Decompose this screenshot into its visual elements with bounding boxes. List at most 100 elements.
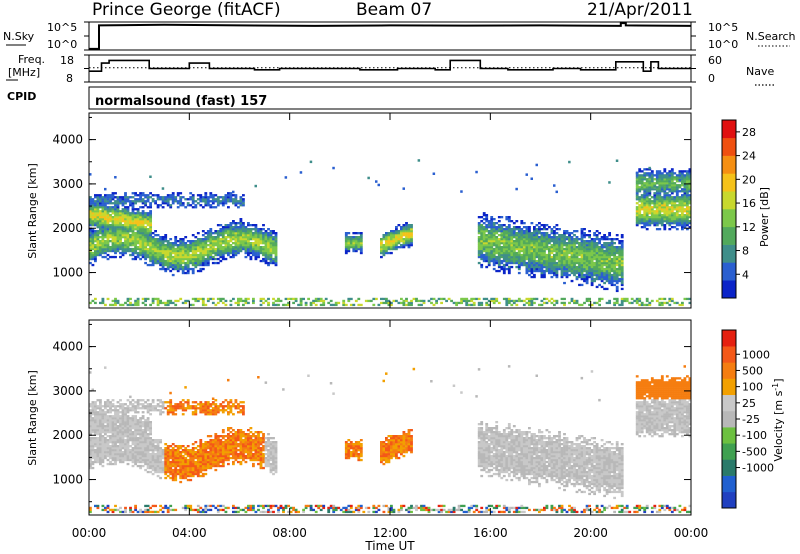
- echo-cell: [583, 228, 586, 231]
- echo-cell: [114, 216, 117, 219]
- echo-cell: [668, 196, 672, 199]
- echo-cell: [563, 271, 566, 275]
- echo-cell: [239, 246, 243, 249]
- echo-cell: [683, 174, 687, 177]
- echo-cell: [648, 180, 652, 183]
- echo-cell: [232, 194, 235, 197]
- echo-cell: [553, 226, 556, 229]
- echo-cell: [377, 183, 380, 187]
- echo-cell: [359, 247, 363, 251]
- echo-cell: [580, 259, 584, 263]
- echo-cell: [670, 190, 674, 193]
- echo-cell: [648, 188, 652, 191]
- echo-cell: [678, 220, 682, 223]
- echo-cell: [99, 232, 102, 235]
- echo-cell: [530, 238, 534, 241]
- echo-cell: [570, 269, 574, 273]
- echo-cell: [390, 240, 393, 243]
- echo-cell: [141, 405, 145, 408]
- echo-cell: [124, 301, 127, 305]
- echo-cell: [650, 202, 654, 205]
- echo-cell: [156, 194, 160, 197]
- echo-cell: [332, 166, 335, 170]
- echo-cell: [400, 297, 403, 301]
- echo-cell: [555, 265, 559, 269]
- echo-cell: [154, 240, 158, 243]
- echo-cell: [141, 216, 145, 219]
- echo-cell: [595, 263, 599, 267]
- echo-cell: [655, 228, 659, 231]
- echo-cell: [660, 218, 664, 221]
- echo-cell: [495, 226, 499, 229]
- echo-cell: [101, 415, 105, 418]
- echo-cell: [681, 172, 684, 175]
- echo-cell: [111, 443, 115, 446]
- echo-cell: [681, 198, 684, 201]
- echo-cell: [131, 244, 135, 247]
- echo-cell: [309, 303, 313, 307]
- echo-cell: [141, 431, 145, 434]
- echo-cell: [101, 198, 105, 201]
- echo-cell: [124, 409, 127, 412]
- echo-cell: [686, 218, 689, 221]
- echo-cell: [116, 451, 120, 454]
- echo-cell: [116, 419, 120, 422]
- echo-cell: [209, 297, 213, 301]
- echo-cell: [227, 253, 230, 257]
- echo-cell: [154, 249, 158, 253]
- echo-cell: [482, 247, 486, 251]
- echo-cell: [129, 429, 132, 432]
- echo-cell: [681, 204, 684, 207]
- echo-cell: [144, 453, 148, 456]
- echo-cell: [605, 251, 609, 255]
- echo-cell: [111, 220, 115, 223]
- echo-cell: [598, 265, 602, 269]
- echo-cell: [94, 411, 97, 414]
- echo-cell: [548, 261, 551, 265]
- echo-cell: [126, 454, 130, 458]
- echo-cell: [201, 263, 205, 267]
- echo-cell: [136, 437, 140, 440]
- echo-cell: [181, 259, 185, 263]
- echo-cell: [126, 200, 130, 203]
- echo-cell: [683, 194, 687, 197]
- echo-cell: [101, 464, 105, 468]
- echo-cell: [264, 236, 268, 239]
- echo-cell: [681, 176, 684, 179]
- echo-cell: [613, 301, 617, 305]
- echo-cell: [191, 244, 195, 247]
- echo-cell: [169, 263, 173, 267]
- echo-cell: [593, 249, 597, 253]
- echo-cell: [237, 251, 240, 255]
- echo-cell: [179, 251, 183, 255]
- echo-cell: [678, 204, 682, 207]
- echo-cell: [655, 299, 659, 303]
- echo-cell: [94, 458, 97, 462]
- echo-cell: [487, 255, 491, 259]
- echo-cell: [655, 206, 659, 209]
- echo-cell: [109, 435, 112, 438]
- echo-cell: [101, 447, 105, 450]
- echo-cell: [141, 464, 145, 468]
- echo-cell: [96, 437, 100, 440]
- echo-cell: [229, 303, 233, 307]
- echo-cell: [535, 259, 539, 263]
- echo-cell: [540, 251, 544, 255]
- echo-cell: [131, 439, 135, 442]
- echo-cell: [686, 170, 689, 173]
- echo-cell: [144, 222, 148, 225]
- echo-cell: [91, 454, 95, 458]
- echo-cell: [595, 285, 599, 289]
- echo-cell: [344, 249, 348, 253]
- echo-cell: [94, 244, 97, 247]
- echo-cell: [257, 247, 260, 251]
- echo-cell: [535, 255, 539, 259]
- echo-cell: [533, 275, 536, 279]
- echo-cell: [555, 255, 559, 259]
- echo-cell: [490, 297, 494, 301]
- echo-cell: [111, 218, 115, 221]
- echo-cell: [119, 238, 122, 241]
- echo-cell: [613, 257, 617, 261]
- echo-cell: [141, 423, 145, 426]
- echo-cell: [485, 214, 489, 217]
